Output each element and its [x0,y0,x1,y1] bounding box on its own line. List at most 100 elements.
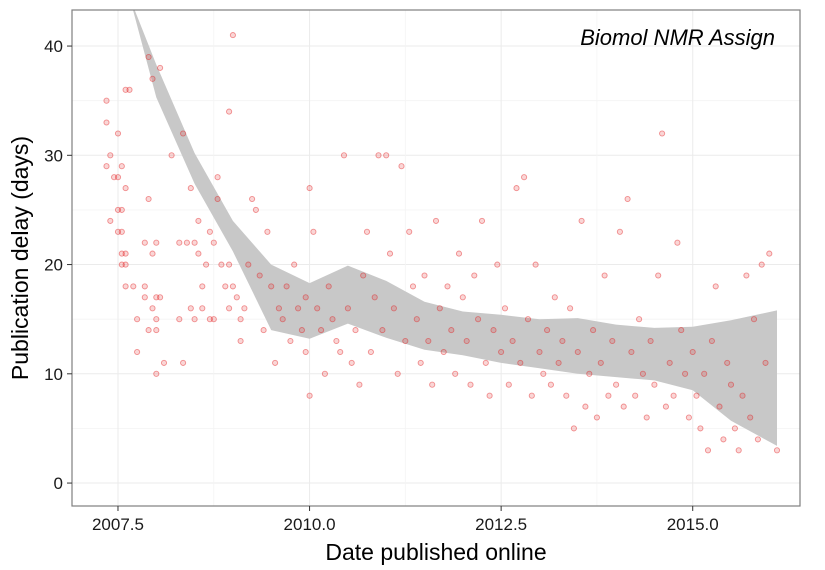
data-point [344,305,351,312]
data-point [613,381,620,388]
data-point [659,130,666,137]
data-point [586,370,593,377]
data-point [176,316,183,323]
data-point [226,305,233,312]
data-point [597,359,604,366]
data-point [563,392,570,399]
data-point [114,130,122,137]
data-point [478,217,486,224]
data-point [191,316,198,323]
y-axis-title: Publication delay (days) [7,136,33,380]
data-point [352,327,359,334]
data-point [727,381,735,388]
data-point [134,316,141,323]
data-point [593,414,600,421]
data-point [264,228,271,235]
confidence-band-layer [132,10,777,446]
data-point [360,272,367,279]
data-point [724,359,731,366]
data-point [616,228,623,235]
data-point [206,228,213,235]
data-point [643,414,650,421]
data-point [712,283,719,290]
data-point [337,348,344,356]
data-point [708,337,715,345]
data-point [260,327,267,334]
data-point [498,348,505,356]
data-point [153,294,160,301]
data-point [551,294,558,301]
data-point [509,337,516,345]
data-point [118,250,125,257]
data-point [160,359,168,366]
data-point [145,195,152,203]
data-point [153,370,160,377]
data-point [203,261,210,268]
data-point [176,239,183,246]
data-point [501,305,509,312]
data-point [754,436,761,443]
data-point [574,348,581,356]
data-point [766,250,773,257]
data-point [256,272,263,279]
data-point [693,392,700,399]
data-point [406,228,413,235]
data-point [421,272,428,279]
data-point [762,359,769,366]
data-point [287,337,294,345]
data-point [130,283,137,290]
data-point [145,53,152,61]
data-point [704,447,712,454]
data-point [325,283,332,290]
data-point [226,108,233,115]
y-tick-label: 10 [44,365,63,384]
data-point [367,348,374,356]
y-tick-label: 20 [44,256,63,275]
data-point [731,425,738,432]
data-point [275,305,282,312]
data-point [601,272,608,279]
data-point [682,370,689,377]
data-point [570,425,577,432]
data-point [149,75,156,82]
data-point [314,305,321,312]
data-point [398,163,405,170]
data-point [390,305,397,312]
data-point [103,119,110,126]
data-point [302,294,309,301]
data-point [134,348,141,356]
data-point [471,272,478,279]
data-point [321,370,328,377]
data-point [662,403,669,410]
data-point [505,381,512,388]
data-point [773,447,781,454]
data-point [670,392,677,399]
data-point [739,392,746,399]
data-point [363,228,371,235]
data-point [272,359,279,366]
data-point [153,327,160,334]
x-tick-label: 2012.5 [475,515,527,534]
data-point [647,337,654,345]
data-point [490,327,497,334]
data-point [214,195,221,203]
data-point [735,447,742,454]
data-point [348,359,355,366]
x-tick-label: 2010.0 [284,515,336,534]
data-point [214,174,221,181]
data-point [555,359,562,366]
data-point [333,337,340,345]
data-point [291,261,298,268]
data-point [298,327,305,334]
x-tick-label: 2015.0 [667,515,719,534]
data-point [582,403,589,410]
data-point [544,327,551,334]
data-point [141,283,148,290]
y-tick-label: 30 [44,146,63,165]
data-point [199,283,206,290]
data-point [417,359,424,366]
data-point [295,305,302,312]
data-point [375,152,382,159]
data-point [118,261,125,268]
